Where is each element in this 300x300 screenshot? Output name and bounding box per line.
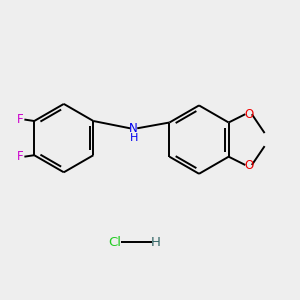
Text: O: O [244,158,254,172]
Text: Cl: Cl [108,236,121,249]
Text: H: H [130,133,139,143]
Text: F: F [16,113,23,126]
Text: H: H [151,236,161,249]
Text: N: N [129,122,138,135]
Text: F: F [16,150,23,163]
Text: O: O [244,108,254,121]
